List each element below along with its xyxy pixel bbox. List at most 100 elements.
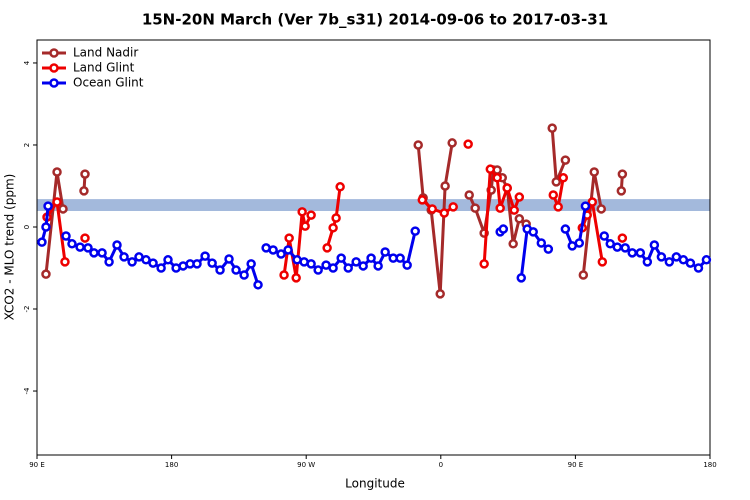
data-point (306, 259, 316, 269)
y-tick-label: -2 (23, 306, 31, 313)
data-point (276, 249, 286, 259)
data-point (331, 213, 341, 223)
data-point (79, 186, 89, 196)
data-point (514, 214, 525, 224)
data-point (553, 202, 563, 212)
data-point (246, 259, 256, 269)
data-point (485, 164, 496, 174)
data-point (37, 237, 47, 247)
data-point (536, 238, 547, 248)
data-point (464, 190, 474, 200)
data-point (560, 224, 571, 234)
data-point (558, 173, 569, 183)
data-point (551, 177, 562, 187)
x-axis-label: Longitude (345, 477, 405, 491)
data-point (52, 167, 62, 177)
data-point (343, 263, 353, 273)
data-point (589, 167, 599, 177)
data-point (112, 240, 122, 250)
y-tick-label: -4 (23, 387, 31, 395)
y-tick-label: 4 (23, 60, 31, 65)
data-point (192, 259, 202, 269)
x-tick-label: 90 E (568, 461, 584, 469)
x-tick-label: 180 (703, 461, 716, 469)
data-point (52, 197, 62, 207)
data-point (597, 257, 608, 267)
data-point (156, 263, 166, 273)
data-point (547, 123, 557, 133)
data-point (498, 224, 509, 234)
data-point (322, 243, 332, 253)
data-point (141, 255, 151, 265)
data-point (291, 273, 301, 283)
data-point (447, 138, 457, 148)
data-point (83, 243, 93, 253)
data-point (463, 139, 473, 149)
legend-marker (49, 48, 59, 58)
data-point (328, 263, 338, 273)
data-point (104, 257, 114, 267)
data-point (380, 247, 390, 257)
data-point (402, 260, 412, 270)
data-point (612, 242, 623, 252)
data-point (306, 210, 316, 220)
data-point (508, 239, 518, 249)
data-point (268, 245, 278, 255)
data-point (75, 242, 85, 252)
data-point (119, 252, 129, 262)
data-point (328, 223, 338, 233)
data-point (366, 253, 376, 263)
data-point (560, 155, 571, 165)
data-point (89, 248, 99, 258)
data-point (43, 201, 53, 211)
x-tick-label: 0 (439, 461, 443, 469)
data-point (574, 238, 585, 248)
data-point (127, 257, 137, 267)
x-tick-label: 90 W (297, 461, 315, 469)
data-point (678, 255, 689, 265)
data-point (693, 263, 704, 273)
legend-label: Ocean Glint (73, 76, 144, 90)
data-point (435, 289, 445, 299)
data-point (616, 186, 627, 196)
data-point (297, 207, 307, 217)
data-point (627, 248, 637, 258)
legend-label: Land Glint (73, 61, 135, 75)
data-point (620, 243, 630, 253)
data-point (351, 257, 361, 267)
data-point (635, 248, 646, 258)
legend-marker (49, 63, 59, 73)
data-point (479, 259, 489, 269)
data-point (502, 183, 512, 193)
data-point (41, 269, 51, 279)
data-point (664, 257, 675, 267)
data-point (509, 205, 519, 215)
data-point (649, 240, 660, 250)
data-point (300, 221, 310, 231)
data-point (373, 261, 383, 271)
data-point (417, 195, 428, 205)
data-point (80, 233, 90, 243)
plot-frame (36, 39, 711, 456)
data-point (642, 257, 653, 267)
data-point (596, 204, 607, 214)
data-point (617, 233, 628, 243)
data-point (427, 204, 438, 214)
data-point (528, 227, 538, 237)
data-point (284, 233, 294, 243)
legend-label: Land Nadir (73, 46, 138, 60)
data-point (413, 140, 423, 150)
x-tick-label: 180 (165, 461, 178, 469)
data-point (440, 181, 450, 191)
data-point (395, 253, 405, 263)
data-point (599, 231, 610, 241)
data-point (470, 203, 480, 213)
y-tick-label: 2 (23, 143, 31, 147)
data-point (701, 255, 712, 265)
data-point (224, 254, 234, 264)
data-point (215, 265, 225, 275)
data-point (58, 204, 68, 214)
data-point (685, 258, 696, 268)
data-point (313, 265, 323, 275)
